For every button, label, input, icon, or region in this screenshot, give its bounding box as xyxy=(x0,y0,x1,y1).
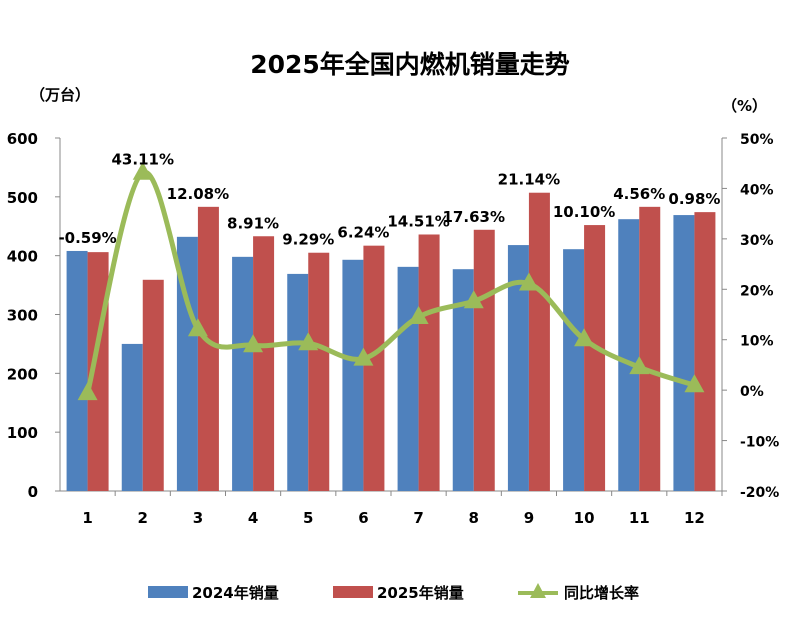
growth-marker xyxy=(574,328,595,347)
growth-data-label: 17.63% xyxy=(443,208,505,226)
growth-data-label: -0.59% xyxy=(58,229,116,247)
bar-2024 xyxy=(342,259,364,491)
growth-data-label: 4.56% xyxy=(613,185,665,203)
growth-data-label: 0.98% xyxy=(668,190,720,208)
growth-data-label: 12.08% xyxy=(167,185,229,203)
growth-marker xyxy=(408,305,429,324)
growth-marker xyxy=(518,272,539,291)
y-tick-label: 300 xyxy=(7,307,38,325)
bar-2024 xyxy=(563,249,585,491)
x-tick-label: 6 xyxy=(358,509,368,527)
x-tick-label: 1 xyxy=(82,509,92,527)
growth-marker xyxy=(629,356,650,375)
legend-marker-growth xyxy=(530,583,546,598)
y-tick-label: 0 xyxy=(28,483,38,501)
legend-label-growth: 同比增长率 xyxy=(564,584,639,602)
legend-swatch-2024 xyxy=(148,586,188,598)
bar-2025 xyxy=(584,225,606,491)
y-tick-label: 600 xyxy=(7,130,38,148)
bar-2024 xyxy=(618,219,640,491)
y2-tick-label: -20% xyxy=(740,485,779,501)
growth-marker xyxy=(187,318,208,337)
x-tick-label: 3 xyxy=(193,509,203,527)
bar-2024 xyxy=(232,256,254,491)
growth-marker xyxy=(353,347,374,366)
growth-marker xyxy=(132,161,153,180)
growth-data-label: 21.14% xyxy=(498,171,560,189)
bar-2024 xyxy=(452,269,474,491)
growth-data-label: 43.11% xyxy=(112,151,174,169)
x-tick-label: 11 xyxy=(629,509,650,527)
growth-marker xyxy=(684,374,705,393)
bar-2024 xyxy=(66,250,88,491)
bar-2024 xyxy=(287,273,309,491)
y2-tick-label: 50% xyxy=(740,132,774,148)
y2-tick-label: 10% xyxy=(740,334,774,350)
bar-2025 xyxy=(528,192,550,491)
y-tick-label: 200 xyxy=(7,365,38,383)
y2-axis-label: （%） xyxy=(722,97,767,115)
y2-tick-label: 40% xyxy=(740,182,774,198)
y2-tick-label: 20% xyxy=(740,283,774,299)
x-tick-label: 4 xyxy=(248,509,258,527)
y2-tick-label: 30% xyxy=(740,233,774,249)
growth-marker xyxy=(463,290,484,309)
bar-2025 xyxy=(308,252,330,491)
legend-swatch-2025 xyxy=(333,586,373,598)
y2-tick-label: -10% xyxy=(740,435,779,451)
y-tick-label: 100 xyxy=(7,424,38,442)
bar-2024 xyxy=(121,343,143,491)
x-tick-label: 2 xyxy=(138,509,148,527)
bar-2025 xyxy=(197,206,219,491)
x-tick-label: 10 xyxy=(574,509,595,527)
x-tick-label: 12 xyxy=(684,509,705,527)
y-tick-label: 400 xyxy=(7,248,38,266)
bar-2024 xyxy=(507,245,529,491)
growth-marker xyxy=(243,334,264,353)
growth-data-label: 14.51% xyxy=(387,212,449,230)
growth-marker xyxy=(298,332,319,351)
growth-marker xyxy=(77,382,98,401)
x-tick-label: 5 xyxy=(303,509,313,527)
growth-data-label: 10.10% xyxy=(553,203,615,221)
growth-data-label: 6.24% xyxy=(337,224,389,242)
bar-2025 xyxy=(363,245,385,491)
bar-2025 xyxy=(418,234,440,491)
y2-tick-label: 0% xyxy=(740,384,764,400)
growth-data-label: 9.29% xyxy=(282,231,334,249)
y-axis-label: （万台） xyxy=(30,86,90,104)
bar-2025 xyxy=(639,206,661,491)
x-tick-label: 7 xyxy=(413,509,423,527)
y-tick-label: 500 xyxy=(7,189,38,207)
legend-label-2024: 2024年销量 xyxy=(192,584,279,602)
x-tick-label: 8 xyxy=(469,509,479,527)
chart-title: 2025年全国内燃机销量走势 xyxy=(250,50,570,79)
bar-2025 xyxy=(473,229,495,491)
legend-label-2025: 2025年销量 xyxy=(377,584,464,602)
growth-data-label: 8.91% xyxy=(227,214,279,232)
bar-2025 xyxy=(142,279,164,491)
bar-2024 xyxy=(397,266,419,491)
bar-2025 xyxy=(253,236,275,491)
bar-2024 xyxy=(176,236,198,491)
x-tick-label: 9 xyxy=(524,509,534,527)
bar-2024 xyxy=(673,215,695,492)
bar-2025 xyxy=(694,212,716,491)
